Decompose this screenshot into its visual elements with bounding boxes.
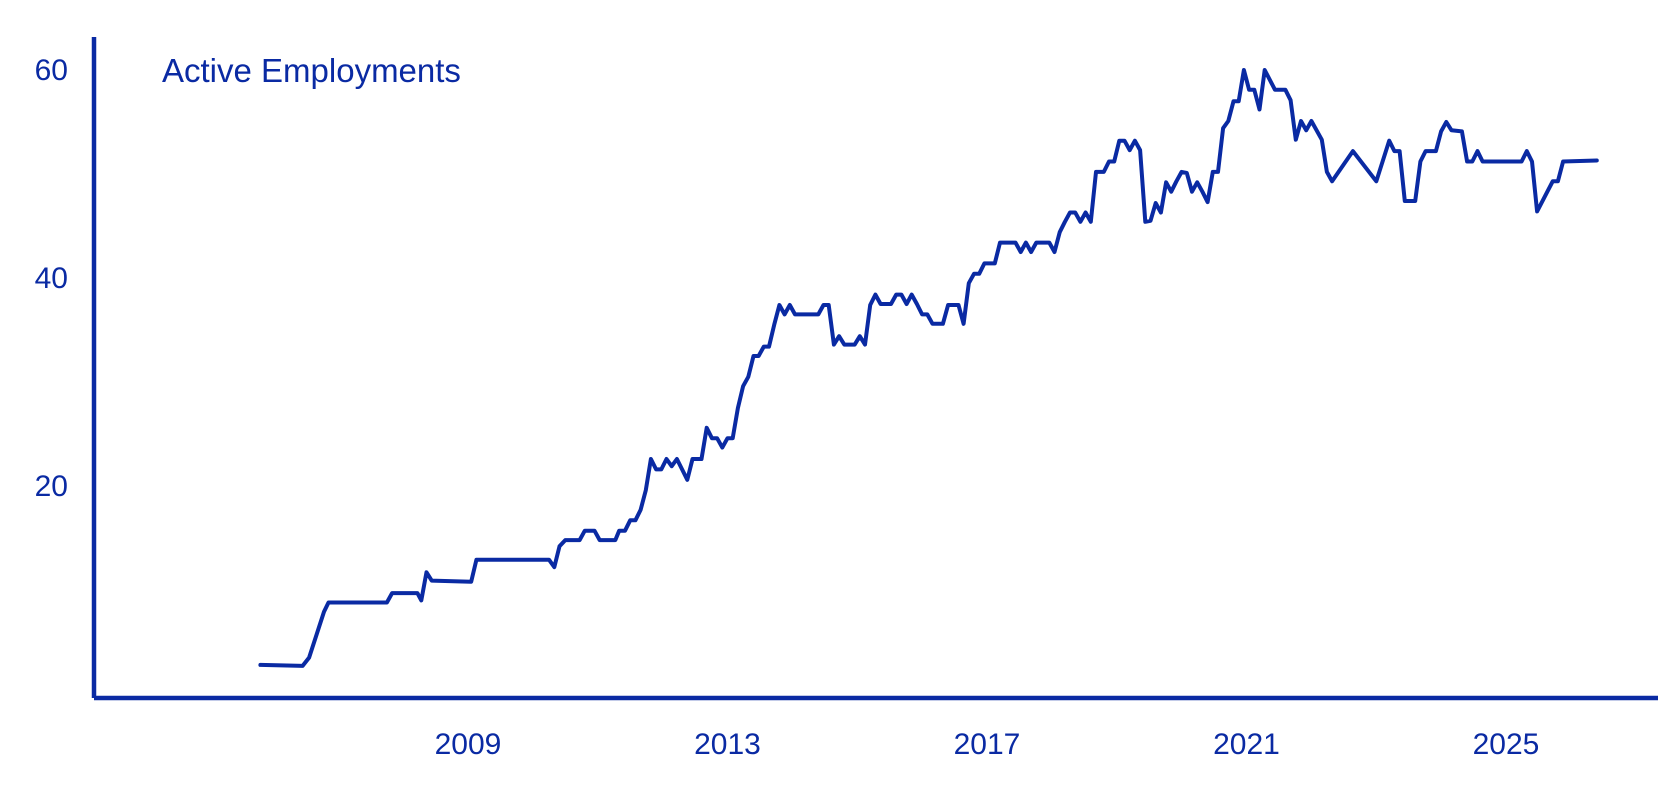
x-tick-labels: 2009 2013 2017 2021 2025 bbox=[435, 728, 1540, 761]
y-tick-label-40: 40 bbox=[35, 262, 68, 295]
x-tick-label-2025: 2025 bbox=[1473, 728, 1540, 761]
x-tick-label-2017: 2017 bbox=[954, 728, 1021, 761]
y-tick-label-60: 60 bbox=[35, 54, 68, 87]
y-tick-label-20: 20 bbox=[35, 470, 68, 503]
series-line-active-employments bbox=[258, 68, 1599, 668]
y-tick-labels: 20 40 60 bbox=[35, 54, 68, 503]
x-tick-label-2013: 2013 bbox=[694, 728, 761, 761]
series-label: Active Employments bbox=[162, 52, 461, 89]
x-tick-label-2021: 2021 bbox=[1213, 728, 1280, 761]
x-tick-label-2009: 2009 bbox=[435, 728, 502, 761]
